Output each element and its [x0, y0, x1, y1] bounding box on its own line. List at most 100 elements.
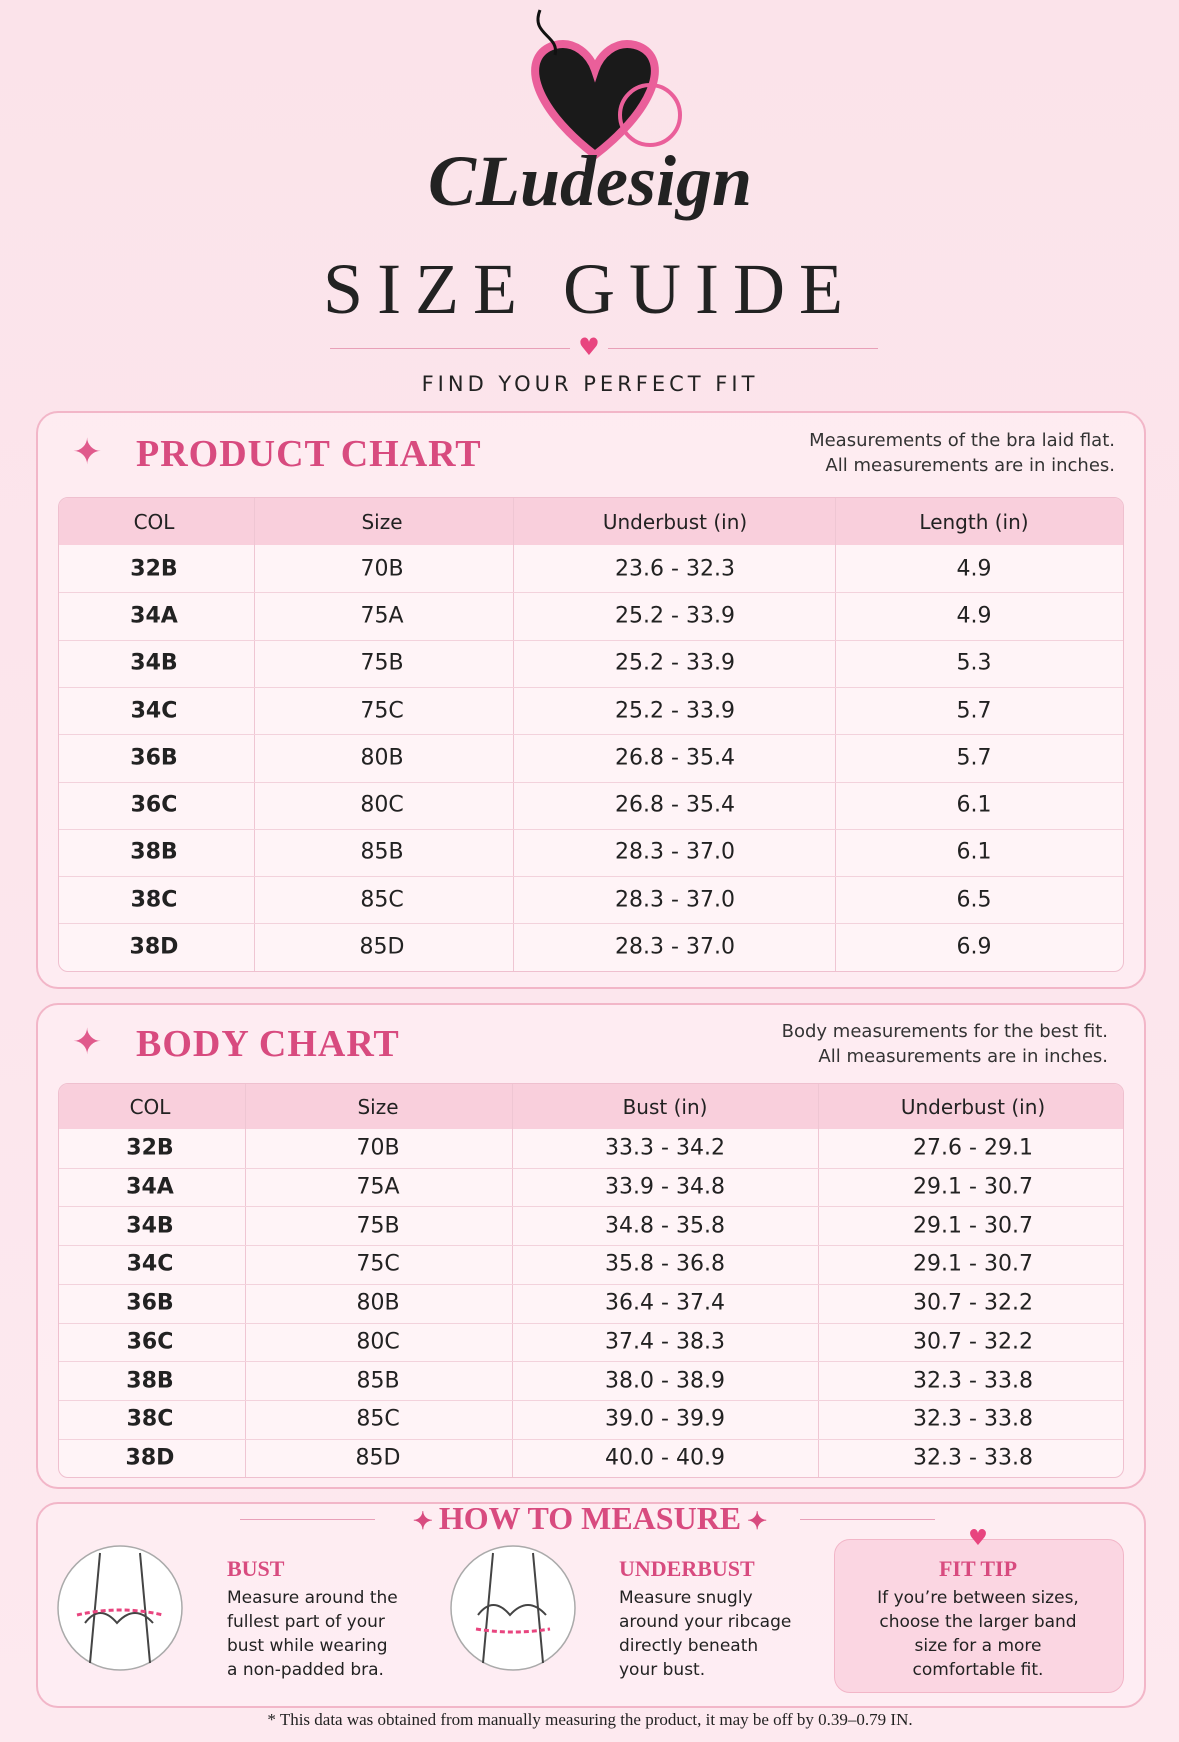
heart: ♥: [578, 333, 600, 361]
cell: 85B: [360, 839, 404, 865]
column-header: Underbust (in): [602, 509, 748, 534]
cell: 85C: [360, 887, 404, 913]
cell: 75B: [360, 650, 404, 676]
cell: 80B: [360, 745, 404, 771]
measure-title: HOW TO MEASURE: [438, 1500, 742, 1536]
row-rule: [59, 781, 1123, 783]
cell: 36B: [130, 745, 178, 771]
cell: 28.3 - 37.0: [615, 839, 735, 865]
text-line: choose the larger band: [879, 1612, 1077, 1632]
column-header: Size: [361, 509, 403, 534]
cell: 32.3 - 33.8: [913, 1445, 1033, 1471]
logo: CLudesign: [427, 141, 753, 221]
cell: 30.7 - 32.2: [913, 1290, 1033, 1316]
text-line: Measure around the: [227, 1588, 398, 1608]
text-line: bust while wearing: [227, 1636, 388, 1656]
cell: 26.8 - 35.4: [615, 745, 735, 771]
cell: 32B: [126, 1135, 174, 1161]
column-header: COL: [129, 1094, 171, 1119]
column-rule: [245, 1084, 246, 1478]
cell: 34.8 - 35.8: [605, 1213, 725, 1239]
sparkle: ✦: [72, 432, 103, 473]
row-rule: [59, 1206, 1123, 1208]
cell: 23.6 - 32.3: [615, 556, 735, 582]
cell: 40.0 - 40.9: [605, 1445, 725, 1471]
cell: 38B: [130, 839, 178, 865]
divider: [800, 1519, 935, 1520]
cell: 28.3 - 37.0: [615, 934, 735, 960]
row-rule: [59, 1167, 1123, 1169]
cell: 5.7: [956, 745, 992, 771]
cell: 4.9: [956, 603, 992, 629]
text-line: your bust.: [619, 1660, 706, 1680]
row-rule: [59, 1283, 1123, 1285]
cell: 35.8 - 36.8: [605, 1251, 725, 1277]
cell: 34A: [130, 603, 178, 629]
row-rule: [59, 876, 1123, 878]
cell: 34B: [126, 1213, 174, 1239]
title: SIZE GUIDE: [323, 249, 857, 329]
row-rule: [59, 1438, 1123, 1440]
table: COL Size Bust (in) Underbust (in) 32B 70B 33.3…: [58, 1083, 1124, 1479]
table-header: [59, 498, 1123, 545]
underbust-illustration: [450, 1545, 576, 1671]
cell: 36B: [126, 1290, 174, 1316]
cell: 38B: [126, 1368, 174, 1394]
cell: 6.1: [956, 792, 992, 818]
row-rule: [59, 923, 1123, 925]
text-line: Measure snugly: [619, 1588, 753, 1608]
column-header: Underbust (in): [900, 1094, 1046, 1119]
cell: 33.3 - 34.2: [605, 1135, 725, 1161]
row-rule: [59, 639, 1123, 641]
cell: 32.3 - 33.8: [913, 1406, 1033, 1432]
cell: 38.0 - 38.9: [605, 1368, 725, 1394]
cell: 29.1 - 30.7: [913, 1251, 1033, 1277]
cell: 4.9: [956, 556, 992, 582]
column-header: Size: [357, 1094, 399, 1119]
cell: 39.0 - 39.9: [605, 1406, 725, 1432]
cell: 34C: [126, 1251, 174, 1277]
row-rule: [59, 1322, 1123, 1324]
footnote: * This data was obtained from manually m…: [267, 1710, 913, 1729]
note: Measurements of the bra laid flat.: [809, 430, 1115, 451]
divider: [608, 348, 878, 349]
section-title: BODY CHART: [136, 1023, 400, 1065]
cell: 38C: [130, 887, 178, 913]
text-line: around your ribcage: [619, 1612, 792, 1632]
cell: 34C: [130, 698, 178, 724]
text-line: comfortable fit.: [912, 1660, 1044, 1680]
bust-illustration: [57, 1545, 183, 1671]
logo-heart: [531, 9, 682, 161]
row-rule: [59, 686, 1123, 688]
cell: 38D: [125, 1445, 175, 1471]
cell: 75A: [356, 1174, 400, 1200]
cell: 25.2 - 33.9: [615, 650, 735, 676]
cell: 80B: [356, 1290, 400, 1316]
text-line: fullest part of your: [227, 1612, 385, 1632]
text-line: If you’re between sizes,: [877, 1588, 1079, 1608]
row-rule: [59, 1361, 1123, 1363]
text-line: directly beneath: [619, 1636, 759, 1656]
column-header: Length (in): [919, 509, 1029, 534]
sparkle: ✦: [72, 1022, 103, 1063]
cell: 32.3 - 33.8: [913, 1368, 1033, 1394]
cell: 29.1 - 30.7: [913, 1213, 1033, 1239]
cell: 34A: [126, 1174, 174, 1200]
column-rule: [818, 1084, 819, 1478]
cell: 6.9: [956, 934, 992, 960]
cell: 38C: [126, 1406, 174, 1432]
cell: 75B: [356, 1213, 400, 1239]
cell: 33.9 - 34.8: [605, 1174, 725, 1200]
cell: 85D: [359, 934, 405, 960]
column-header: Bust (in): [622, 1094, 708, 1119]
column-header: COL: [133, 509, 175, 534]
cell: 75C: [360, 698, 404, 724]
table-header: [59, 1084, 1123, 1129]
text-line: size for a more: [914, 1636, 1042, 1656]
heart: ♥: [968, 1526, 988, 1551]
note: All measurements are in inches.: [818, 1046, 1108, 1067]
fit-tip-box: [834, 1539, 1124, 1693]
cell: 36C: [126, 1329, 174, 1355]
cell: 80C: [356, 1329, 400, 1355]
cell: 34B: [130, 650, 178, 676]
